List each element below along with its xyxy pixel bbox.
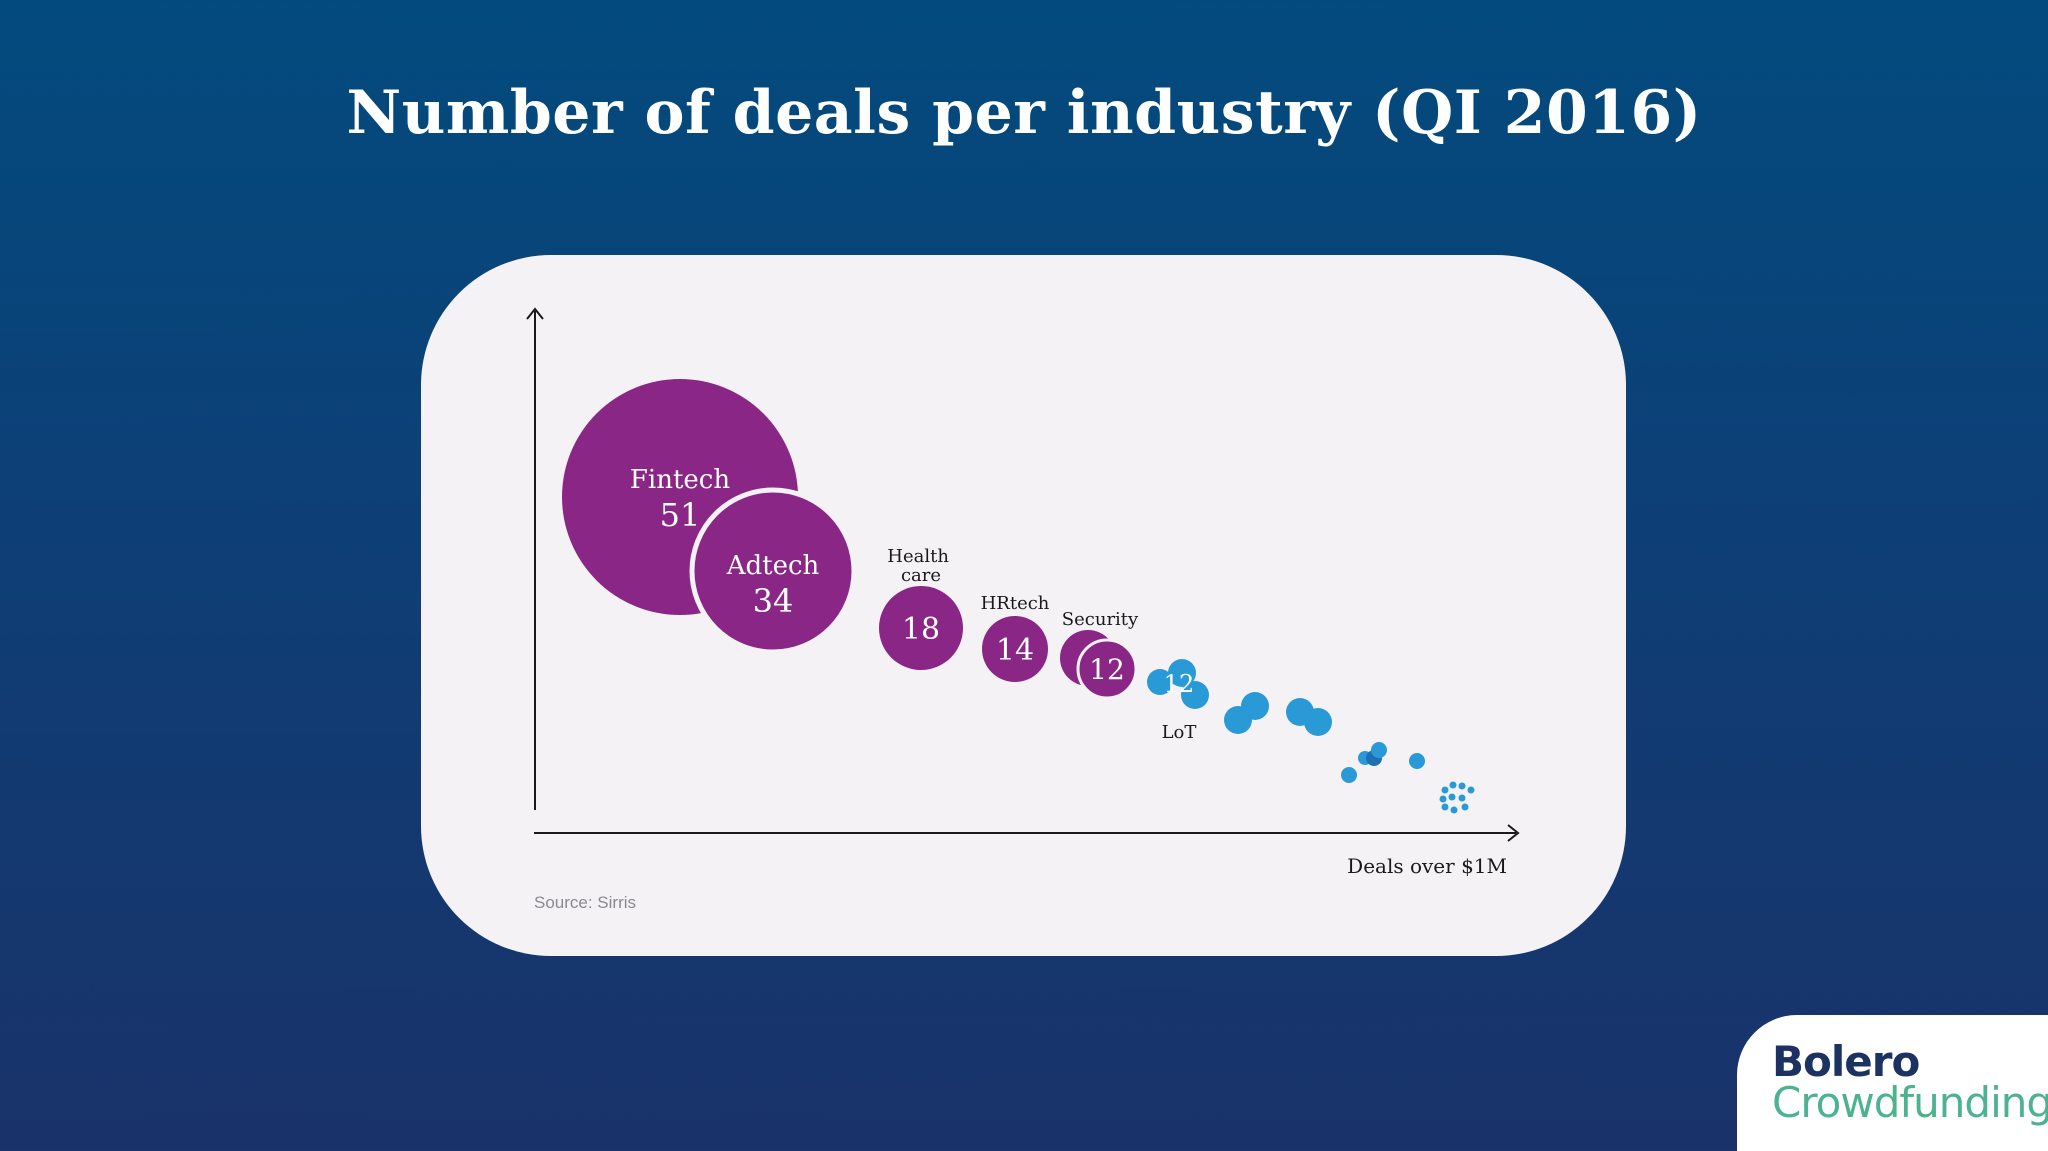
fintech-name: Fintech [630,465,730,495]
x-axis-label: Deals over $1M [1347,854,1507,878]
health-care-value: 18 [902,612,940,647]
bubble-tiny [1448,793,1456,801]
health-care-line-2: care [901,565,941,586]
bubble-tiny [1449,781,1457,789]
bubble-tiny [1439,795,1447,803]
chart-title: Number of deals per industry (QI 2016) [346,78,1702,148]
labeled-bubbles [562,379,1138,700]
bubble-tiny [1441,786,1449,794]
bubble-lot-a [1147,669,1173,695]
y-axis-arrow [526,307,544,320]
security-value: 12 [1089,653,1125,686]
bubble-tiny [1461,803,1469,811]
security-name: Security [1062,609,1139,630]
bubble-security [1076,638,1138,700]
lot-value: 12 [1164,670,1195,698]
bubble-health-care [879,586,963,670]
bubble-small [1409,753,1425,769]
bubble-hrtech [982,616,1048,682]
hrtech-value: 14 [996,633,1034,668]
adtech-name: Adtech [726,551,820,581]
bubble-tiny [1458,794,1466,802]
axes: Deals over $1M [526,307,1520,878]
x-axis-arrow [1507,824,1520,842]
bubble-adtech [689,487,857,655]
bubble-small [1341,767,1357,783]
source-note: Source: Sirris [534,893,637,912]
lot-name: LoT [1162,722,1197,743]
bubble-small [1241,692,1269,720]
adtech-value: 34 [753,582,794,620]
bubble-tiny [1458,782,1466,790]
bubble-lot-c [1181,681,1209,709]
health-care-line-1: Health [887,546,949,567]
small-bubbles [1147,659,1475,814]
bubble-small [1304,708,1332,736]
bubble-chart: Deals over $1M [526,307,1520,878]
hrtech-name: HRtech [981,593,1050,614]
bubble-small [1371,742,1387,758]
fintech-value: 51 [660,496,701,534]
bubble-tiny [1467,786,1475,794]
bubble-tiny [1441,803,1449,811]
logo: Bolero Crowdfunding [1737,1015,2048,1151]
health-care-name: Health care [887,546,954,586]
bubble-tiny [1450,806,1458,814]
logo-text-bolero: Bolero [1772,1037,1920,1086]
bubble-lot-b [1168,659,1196,687]
logo-text-crowdfunding: Crowdfunding [1772,1078,2048,1127]
chart-card: Deals over $1M [421,255,1626,956]
bubble-labels: Fintech 51 Adtech 34 Health care 18 HRte… [630,465,1197,743]
